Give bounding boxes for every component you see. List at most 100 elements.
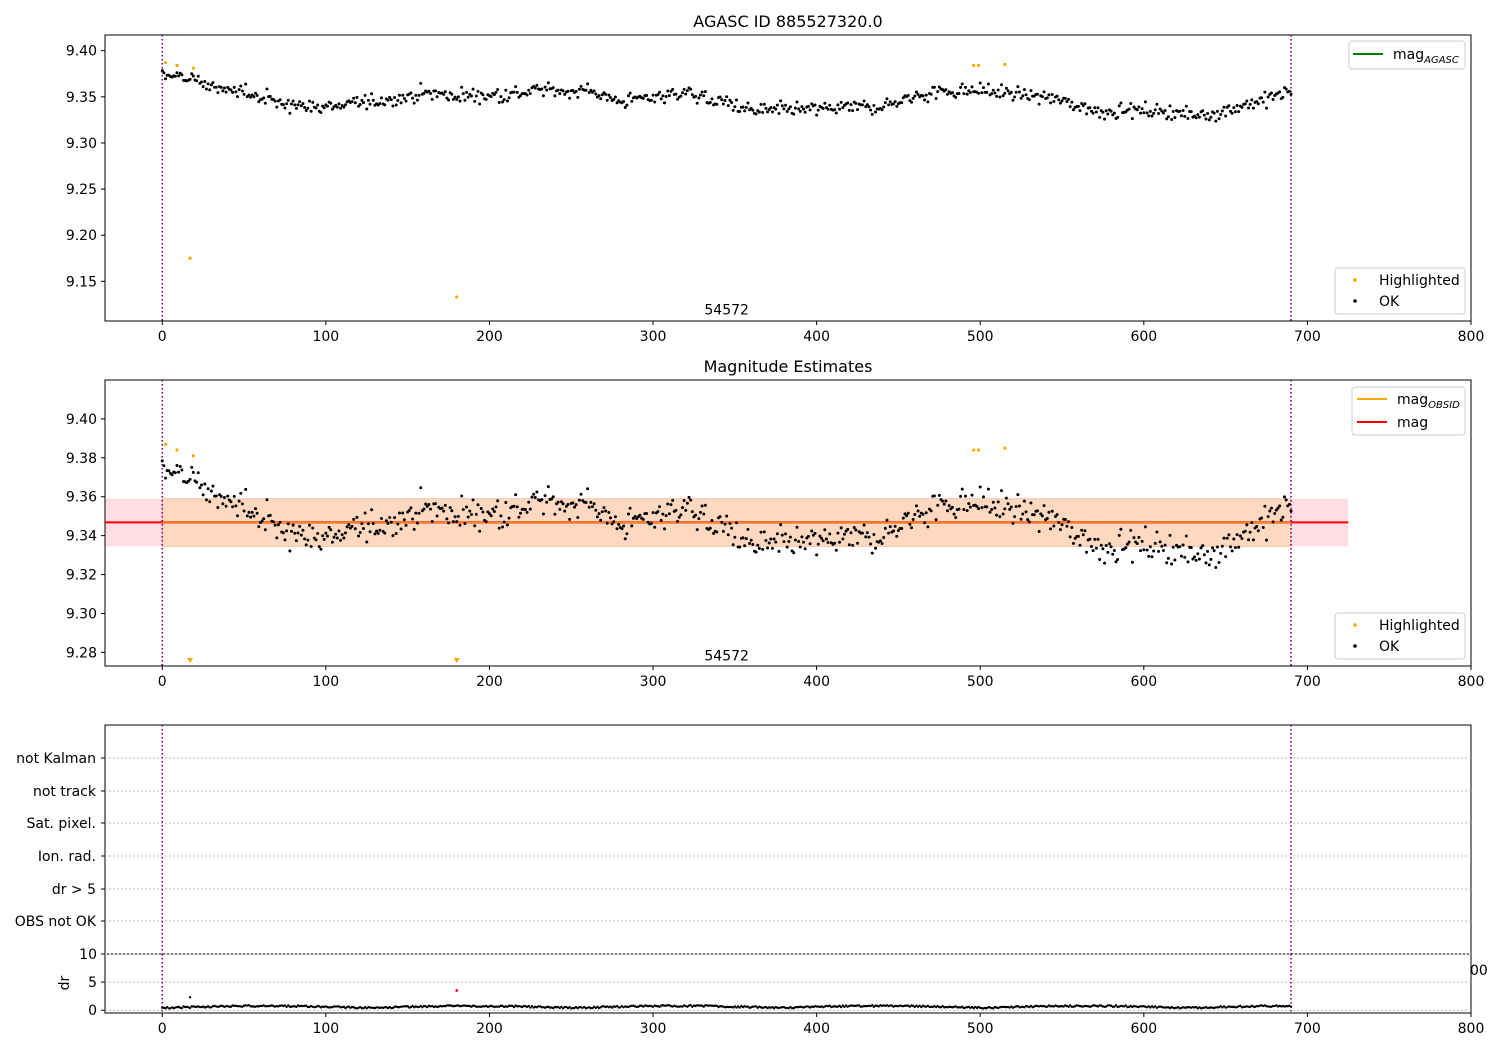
ok-point <box>286 98 290 102</box>
ok-point <box>211 484 215 488</box>
ok-point <box>1283 495 1287 499</box>
ok-point <box>309 109 313 113</box>
ok-point <box>484 97 488 101</box>
ok-point <box>923 98 927 102</box>
ok-point <box>391 534 395 538</box>
ok-point <box>1057 521 1061 525</box>
ok-point <box>846 527 850 531</box>
ok-point <box>682 499 686 503</box>
ok-point <box>816 542 820 546</box>
ok-point <box>1049 527 1053 531</box>
ok-point <box>782 540 786 544</box>
ok-point <box>821 539 825 543</box>
ok-point <box>525 510 529 514</box>
highlighted-point <box>191 66 195 70</box>
ok-point <box>1266 95 1270 99</box>
ok-point <box>272 520 276 524</box>
ok-point <box>816 108 820 112</box>
ok-point <box>702 94 706 98</box>
ok-point <box>324 531 328 535</box>
ok-point <box>433 89 437 93</box>
ok-point <box>541 512 545 516</box>
ok-point <box>278 520 282 524</box>
ok-point <box>561 502 565 506</box>
ok-point <box>662 527 666 531</box>
ok-point <box>630 99 634 103</box>
ok-point <box>507 516 511 520</box>
ok-point <box>363 511 367 515</box>
ok-point <box>659 518 663 522</box>
ok-point <box>335 536 339 540</box>
ok-point <box>664 95 668 99</box>
ok-point <box>836 531 840 535</box>
ok-point <box>456 514 460 518</box>
ok-point <box>923 521 927 525</box>
ok-point <box>901 96 905 100</box>
ok-point <box>883 101 887 105</box>
ok-point <box>697 517 701 521</box>
ok-point <box>309 545 313 549</box>
ok-point <box>764 106 768 110</box>
ok-point <box>815 113 819 117</box>
ok-point <box>726 104 730 108</box>
ok-point <box>204 87 208 91</box>
ok-point <box>1058 528 1062 532</box>
ok-point <box>322 537 326 541</box>
x-tick-label-3: 300 <box>640 1021 667 1037</box>
ok-point <box>914 504 918 508</box>
ok-point <box>914 90 918 94</box>
ok-point <box>887 103 891 107</box>
ok-point <box>236 514 240 518</box>
ok-point <box>1232 537 1236 541</box>
ok-point <box>1284 87 1288 91</box>
ok-point <box>862 523 866 527</box>
ok-point <box>644 512 648 516</box>
ok-point <box>698 93 702 97</box>
ok-point <box>594 508 598 512</box>
ok-point <box>339 106 343 110</box>
ok-point <box>599 97 603 101</box>
ok-point <box>749 106 753 110</box>
ok-point <box>1255 524 1259 528</box>
ok-point <box>843 1005 846 1009</box>
ok-point <box>491 507 495 511</box>
ok-point <box>962 92 966 96</box>
ok-point <box>1089 545 1093 549</box>
ok-point <box>671 498 675 502</box>
x-tick-label-2: 200 <box>476 674 503 690</box>
ok-point <box>1247 106 1251 110</box>
ok-point <box>254 507 258 511</box>
y-tick-label-1: 9.20 <box>66 228 97 244</box>
ok-point <box>252 514 256 518</box>
ok-point <box>986 487 990 491</box>
ok-point <box>1104 544 1108 548</box>
ok-point <box>501 525 505 529</box>
ok-point <box>231 90 235 94</box>
ok-point <box>368 530 372 534</box>
ok-point <box>854 101 858 105</box>
ok-point <box>1260 516 1264 520</box>
ok-point <box>473 524 477 528</box>
ok-point <box>978 81 982 85</box>
ok-point <box>304 108 308 112</box>
ok-point <box>775 532 779 536</box>
ok-point <box>164 77 168 81</box>
ok-point <box>887 531 891 535</box>
ok-point <box>1060 523 1064 527</box>
ok-point <box>726 533 730 537</box>
ok-point <box>568 517 572 521</box>
ok-point <box>728 98 732 102</box>
x-tick-label-8: 800 <box>1458 1021 1485 1037</box>
ok-point <box>465 505 469 509</box>
ok-point <box>839 100 843 104</box>
ok-point <box>613 95 617 99</box>
ok-point <box>990 507 994 511</box>
ok-point <box>262 517 266 521</box>
ok-point <box>484 520 488 524</box>
ok-point <box>751 542 755 546</box>
ok-point <box>838 107 842 111</box>
ok-point <box>545 88 549 92</box>
ok-point <box>880 541 884 545</box>
ok-point <box>263 528 267 532</box>
ok-point <box>512 1005 516 1009</box>
